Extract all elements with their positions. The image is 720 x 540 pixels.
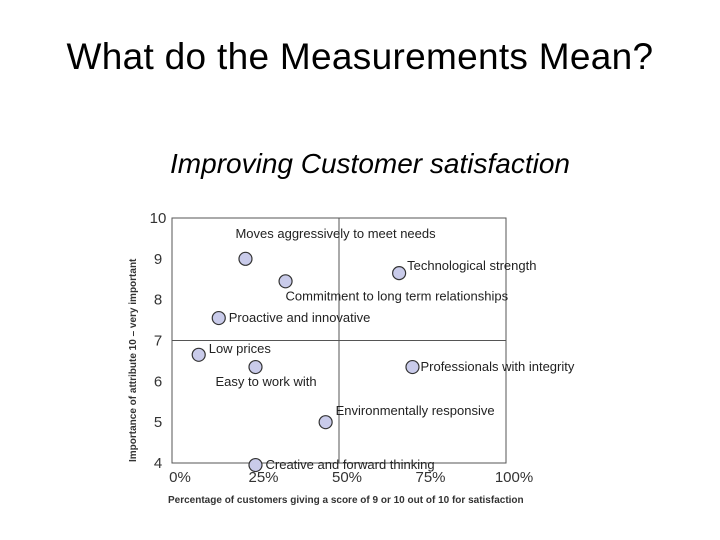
quadrant-lines: [172, 218, 506, 463]
data-point-label: Low prices: [209, 341, 272, 356]
y-tick-label: 10: [150, 210, 167, 227]
data-point: [248, 359, 263, 375]
data-point: [318, 415, 333, 430]
y-axis-ticks: 10 9 8 7 6 5 4: [150, 210, 167, 472]
data-point-label: Professionals with integrity: [420, 359, 574, 374]
data-point-label: Easy to work with: [216, 374, 317, 389]
y-tick-label: 8: [154, 292, 162, 309]
data-point-label: Moves aggressively to meet needs: [235, 226, 436, 241]
data-point-label: Environmentally responsive: [336, 403, 495, 418]
x-tick-label: 25%: [248, 469, 278, 486]
data-point: [248, 457, 263, 473]
data-point: [191, 347, 206, 362]
data-point: [211, 310, 226, 326]
x-tick-label: 100%: [495, 469, 533, 486]
data-point-label: Technological strength: [407, 258, 536, 273]
data-point-label: Creative and forward thinking: [266, 457, 435, 472]
data-point-label: Commitment to long term relationships: [286, 288, 509, 303]
y-tick-label: 6: [154, 373, 162, 390]
y-tick-label: 7: [154, 333, 162, 350]
data-point: [405, 359, 420, 375]
y-tick-label: 4: [154, 455, 162, 472]
slide-title: What do the Measurements Mean?: [66, 36, 654, 77]
x-tick-label: 50%: [332, 469, 362, 486]
y-tick-label: 5: [154, 414, 162, 431]
data-point: [238, 251, 253, 266]
x-axis-label: Percentage of customers giving a score o…: [168, 495, 524, 506]
x-tick-label: 75%: [415, 469, 445, 486]
data-point-label: Proactive and innovative: [229, 310, 371, 325]
y-axis-label: Importance of attribute 10 – very import…: [128, 258, 139, 462]
y-tick-label: 9: [154, 251, 162, 268]
x-axis-ticks: 0% 25% 50% 75% 100%: [169, 469, 533, 486]
x-tick-label: 0%: [169, 469, 191, 486]
slide-subtitle: Improving Customer satisfaction: [170, 148, 570, 179]
data-points: Moves aggressively to meet needs Technolo…: [191, 226, 575, 473]
data-point: [392, 266, 407, 281]
data-point: [278, 274, 293, 289]
